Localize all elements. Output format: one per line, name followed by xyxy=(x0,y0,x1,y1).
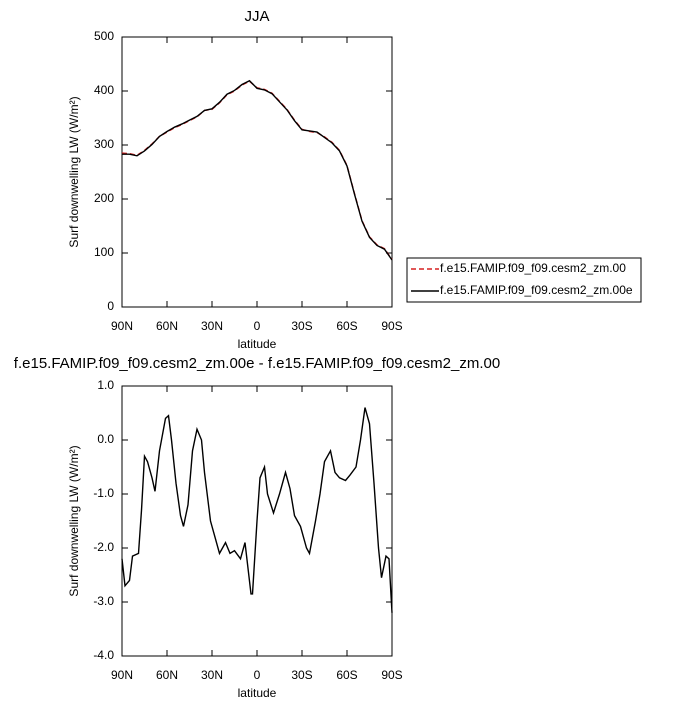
legend-box xyxy=(406,257,642,303)
y-tick-label: -2.0 xyxy=(93,540,114,554)
y-tick-label: -3.0 xyxy=(93,594,114,608)
y-tick-label: 1.0 xyxy=(97,378,114,392)
x-axis-label: latitude xyxy=(238,686,277,700)
x-tick-label: 30N xyxy=(201,668,223,682)
data-line xyxy=(121,80,393,260)
x-tick-label: 90S xyxy=(381,668,402,682)
y-tick-label: 0 xyxy=(107,299,114,313)
chart-title: f.e15.FAMIP.f09_f09.cesm2_zm.00e - f.e15… xyxy=(14,355,500,372)
x-tick-label: 0 xyxy=(254,668,261,682)
y-axis-label: Surf downwelling LW (W/m²) xyxy=(67,445,81,596)
x-tick-label: 30S xyxy=(291,319,312,333)
y-tick-label: -4.0 xyxy=(93,648,114,662)
x-tick-label: 90N xyxy=(111,668,133,682)
x-tick-label: 30S xyxy=(291,668,312,682)
x-axis-label: latitude xyxy=(238,337,277,351)
x-tick-label: 60S xyxy=(336,668,357,682)
y-tick-label: 200 xyxy=(94,191,114,205)
x-tick-label: 30N xyxy=(201,319,223,333)
x-tick-label: 60N xyxy=(156,319,178,333)
plot-frame xyxy=(121,36,393,308)
data-line xyxy=(122,79,393,261)
y-tick-label: 400 xyxy=(94,83,114,97)
x-tick-label: 90N xyxy=(111,319,133,333)
data-line xyxy=(121,407,393,613)
y-axis-label: Surf downwelling LW (W/m²) xyxy=(67,96,81,247)
x-tick-label: 60N xyxy=(156,668,178,682)
x-tick-label: 60S xyxy=(336,319,357,333)
x-tick-label: 90S xyxy=(381,319,402,333)
y-tick-label: -1.0 xyxy=(93,486,114,500)
chart-title: JJA xyxy=(244,8,269,25)
y-tick-label: 100 xyxy=(94,245,114,259)
legend-label: f.e15.FAMIP.f09_f09.cesm2_zm.00e xyxy=(440,283,633,297)
legend-label: f.e15.FAMIP.f09_f09.cesm2_zm.00 xyxy=(440,261,626,275)
y-tick-label: 300 xyxy=(94,137,114,151)
y-tick-label: 0.0 xyxy=(97,432,114,446)
x-tick-label: 0 xyxy=(254,319,261,333)
y-tick-label: 500 xyxy=(94,29,114,43)
